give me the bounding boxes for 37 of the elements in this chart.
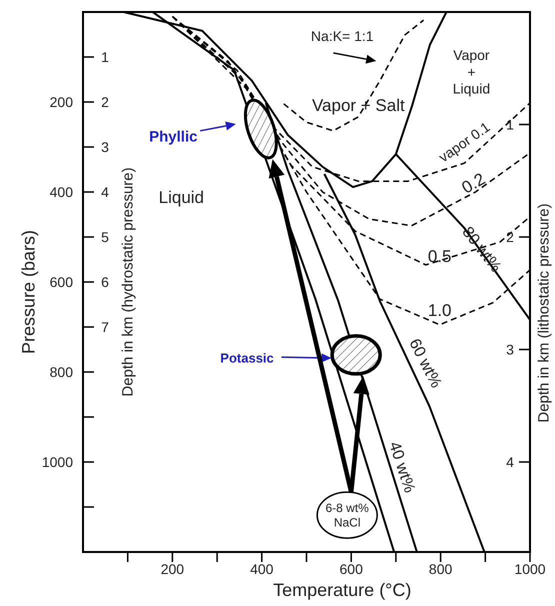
annotation: 0.5 (428, 246, 452, 266)
x-tick-label: 800 (428, 560, 452, 577)
y-tick-label: 1000 (42, 454, 74, 470)
annotation: 0.2 (458, 169, 488, 198)
x-axis-title: Temperature (°C) (273, 580, 412, 600)
y2-tick-label: 1 (101, 48, 110, 65)
y2-tick-label: 3 (101, 138, 110, 155)
x-tick-label: 200 (160, 560, 184, 577)
y2-tick-label: 5 (101, 228, 110, 245)
y2-tick-label: 4 (101, 184, 110, 200)
y3-tick-label: 1 (506, 116, 514, 132)
annotation: Phyllic (149, 128, 198, 146)
annotation: Liquid (158, 188, 204, 207)
annotation: Vapor + Salt (312, 96, 406, 116)
annotation: Potassic (220, 350, 274, 366)
y3-tick-label: 3 (506, 341, 514, 358)
annotation: 1.0 (428, 300, 452, 320)
annotation: 40 wt% (385, 440, 418, 495)
x-tick-label: 600 (340, 560, 364, 577)
annotation: Na:K= 1:1 (310, 28, 374, 44)
x-tick-label: 1000 (514, 560, 546, 577)
y3-axis-title: Depth in km (lithostatic pressure) (535, 203, 552, 423)
y2-axis-title: Depth in km (hydrostatic pressure) (119, 167, 136, 397)
annotation: 60 wt% (405, 336, 444, 391)
y2-tick-label: 7 (101, 318, 110, 335)
y2-tick-label: 2 (101, 94, 110, 110)
y-tick-label: 800 (50, 364, 74, 380)
y-axis-title: Pressure (bars) (18, 230, 38, 354)
y-tick-label: 200 (50, 94, 74, 110)
y3-tick-label: 2 (506, 228, 514, 245)
y2-tick-label: 6 (101, 274, 110, 290)
y-tick-label: 400 (50, 184, 74, 200)
y3-tick-label: 4 (506, 454, 514, 470)
x-tick-label: 400 (250, 560, 274, 577)
annotation: 6-8 wt% NaCl (325, 501, 370, 530)
y-tick-label: 600 (50, 274, 74, 290)
annotation: Vapor + Liquid (452, 46, 490, 97)
